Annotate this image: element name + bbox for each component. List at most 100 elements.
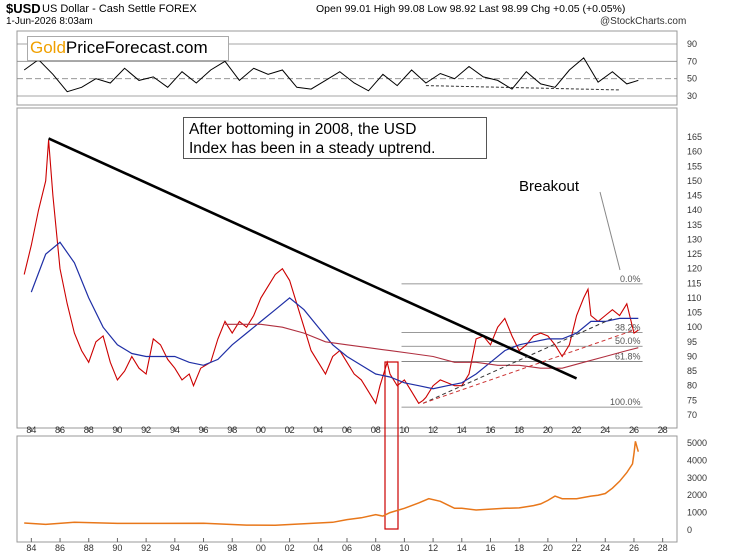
price-tick-label: 135 [687, 220, 702, 230]
rsi-panel-frame [16, 30, 678, 106]
gold-price-line [24, 441, 640, 527]
x-tick-label: 14 [457, 543, 467, 552]
price-tick-label: 80 [687, 381, 697, 391]
x-tick-label: 98 [227, 425, 237, 435]
rsi-tick-label: 70 [687, 56, 697, 66]
rsi-tick-label: 50 [687, 74, 697, 84]
price-tick-label: 120 [687, 264, 702, 274]
price-tick-label: 130 [687, 234, 702, 244]
rsi-tick-label: 90 [687, 39, 697, 49]
x-tick-label: 86 [55, 425, 65, 435]
x-tick-label: 84 [26, 543, 36, 552]
x-tick-label: 04 [313, 425, 323, 435]
logo-rest-text: PriceForecast.com [65, 38, 208, 57]
gold-panel-frame [16, 435, 678, 543]
price-tick-label: 105 [687, 308, 702, 318]
ohlc-readout: Open 99.01 High 99.08 Low 98.92 Last 98.… [316, 3, 626, 15]
chart-header: $USD US Dollar - Cash Settle FOREX 1-Jun… [0, 0, 729, 30]
x-tick-label: 02 [285, 543, 295, 552]
fib-level-label: 38.2% [615, 322, 641, 332]
symbol-label: $USD [6, 1, 41, 16]
x-tick-label: 16 [485, 425, 495, 435]
x-tick-label: 06 [342, 543, 352, 552]
x-tick-label: 96 [199, 425, 209, 435]
gold-tick-label: 3000 [687, 473, 707, 483]
gold-tick-label: 0 [687, 525, 692, 535]
price-tick-label: 155 [687, 161, 702, 171]
rsi-line [23, 57, 639, 93]
fib-level-label: 0.0% [620, 274, 641, 284]
x-tick-label: 02 [285, 425, 295, 435]
symbol-description: US Dollar - Cash Settle FOREX [42, 3, 197, 15]
x-tick-label: 20 [543, 425, 553, 435]
goldpriceforecast-logo: GoldPriceForecast.com [27, 36, 229, 61]
x-tick-label: 22 [572, 543, 582, 552]
gold-tick-label: 5000 [687, 438, 707, 448]
x-tick-label: 26 [629, 543, 639, 552]
price-tick-label: 145 [687, 191, 702, 201]
x-tick-label: 16 [485, 543, 495, 552]
x-tick-label: 90 [112, 543, 122, 552]
price-tick-label: 70 [687, 410, 697, 420]
x-tick-label: 10 [399, 425, 409, 435]
x-tick-label: 08 [371, 543, 381, 552]
rsi-tick-label: 30 [687, 91, 697, 101]
main-annotation-text: After bottoming in 2008, the USD Index h… [189, 121, 436, 157]
main-annotation-box: After bottoming in 2008, the USD Index h… [183, 117, 487, 159]
x-tick-label: 92 [141, 543, 151, 552]
breakout-label: Breakout [519, 178, 580, 195]
moving-average-long [225, 323, 639, 369]
x-tick-label: 90 [112, 425, 122, 435]
fib-level-label: 50.0% [615, 336, 641, 346]
price-tick-label: 150 [687, 176, 702, 186]
gold-tick-label: 4000 [687, 455, 707, 465]
x-tick-label: 26 [629, 425, 639, 435]
price-tick-label: 125 [687, 249, 702, 259]
long-term-downtrend-line [48, 137, 578, 380]
stockcharts-brand: @StockCharts.com [600, 16, 687, 27]
price-tick-label: 85 [687, 366, 697, 376]
price-tick-label: 90 [687, 351, 697, 361]
x-tick-label: 08 [371, 425, 381, 435]
price-tick-label: 160 [687, 147, 702, 157]
price-tick-label: 110 [687, 293, 701, 303]
x-tick-label: 20 [543, 543, 553, 552]
x-tick-label: 12 [428, 425, 438, 435]
x-tick-label: 84 [26, 425, 36, 435]
logo-gold-text: Gold [30, 38, 66, 57]
x-tick-label: 14 [457, 425, 467, 435]
x-tick-label: 92 [141, 425, 151, 435]
price-tick-label: 115 [687, 278, 701, 288]
x-tick-label: 24 [600, 425, 610, 435]
x-tick-label: 94 [170, 425, 180, 435]
chart-date: 1-Jun-2026 8:03am [6, 16, 93, 27]
crash-highlight-box [384, 361, 399, 530]
x-tick-label: 96 [199, 543, 209, 552]
x-tick-label: 10 [399, 543, 409, 552]
x-tick-label: 06 [342, 425, 352, 435]
x-tick-label: 88 [84, 425, 94, 435]
gold-tick-label: 1000 [687, 508, 707, 518]
x-tick-label: 00 [256, 425, 266, 435]
x-tick-label: 04 [313, 543, 323, 552]
price-tick-label: 165 [687, 132, 702, 142]
uptrend-support-line [422, 317, 613, 404]
fib-level-label: 100.0% [610, 397, 641, 407]
breakout-arrow [599, 191, 621, 271]
x-tick-label: 88 [84, 543, 94, 552]
x-tick-label: 86 [55, 543, 65, 552]
gold-tick-label: 2000 [687, 490, 707, 500]
x-tick-label: 98 [227, 543, 237, 552]
x-tick-label: 28 [658, 543, 668, 552]
x-tick-label: 18 [514, 425, 524, 435]
uptrend-support-line-red [422, 329, 635, 404]
x-tick-label: 12 [428, 543, 438, 552]
price-tick-label: 95 [687, 337, 697, 347]
x-tick-label: 18 [514, 543, 524, 552]
fib-level-label: 61.8% [615, 351, 641, 361]
x-tick-label: 94 [170, 543, 180, 552]
rsi-divergence-line [425, 85, 620, 91]
price-tick-label: 100 [687, 322, 702, 332]
x-tick-label: 22 [572, 425, 582, 435]
